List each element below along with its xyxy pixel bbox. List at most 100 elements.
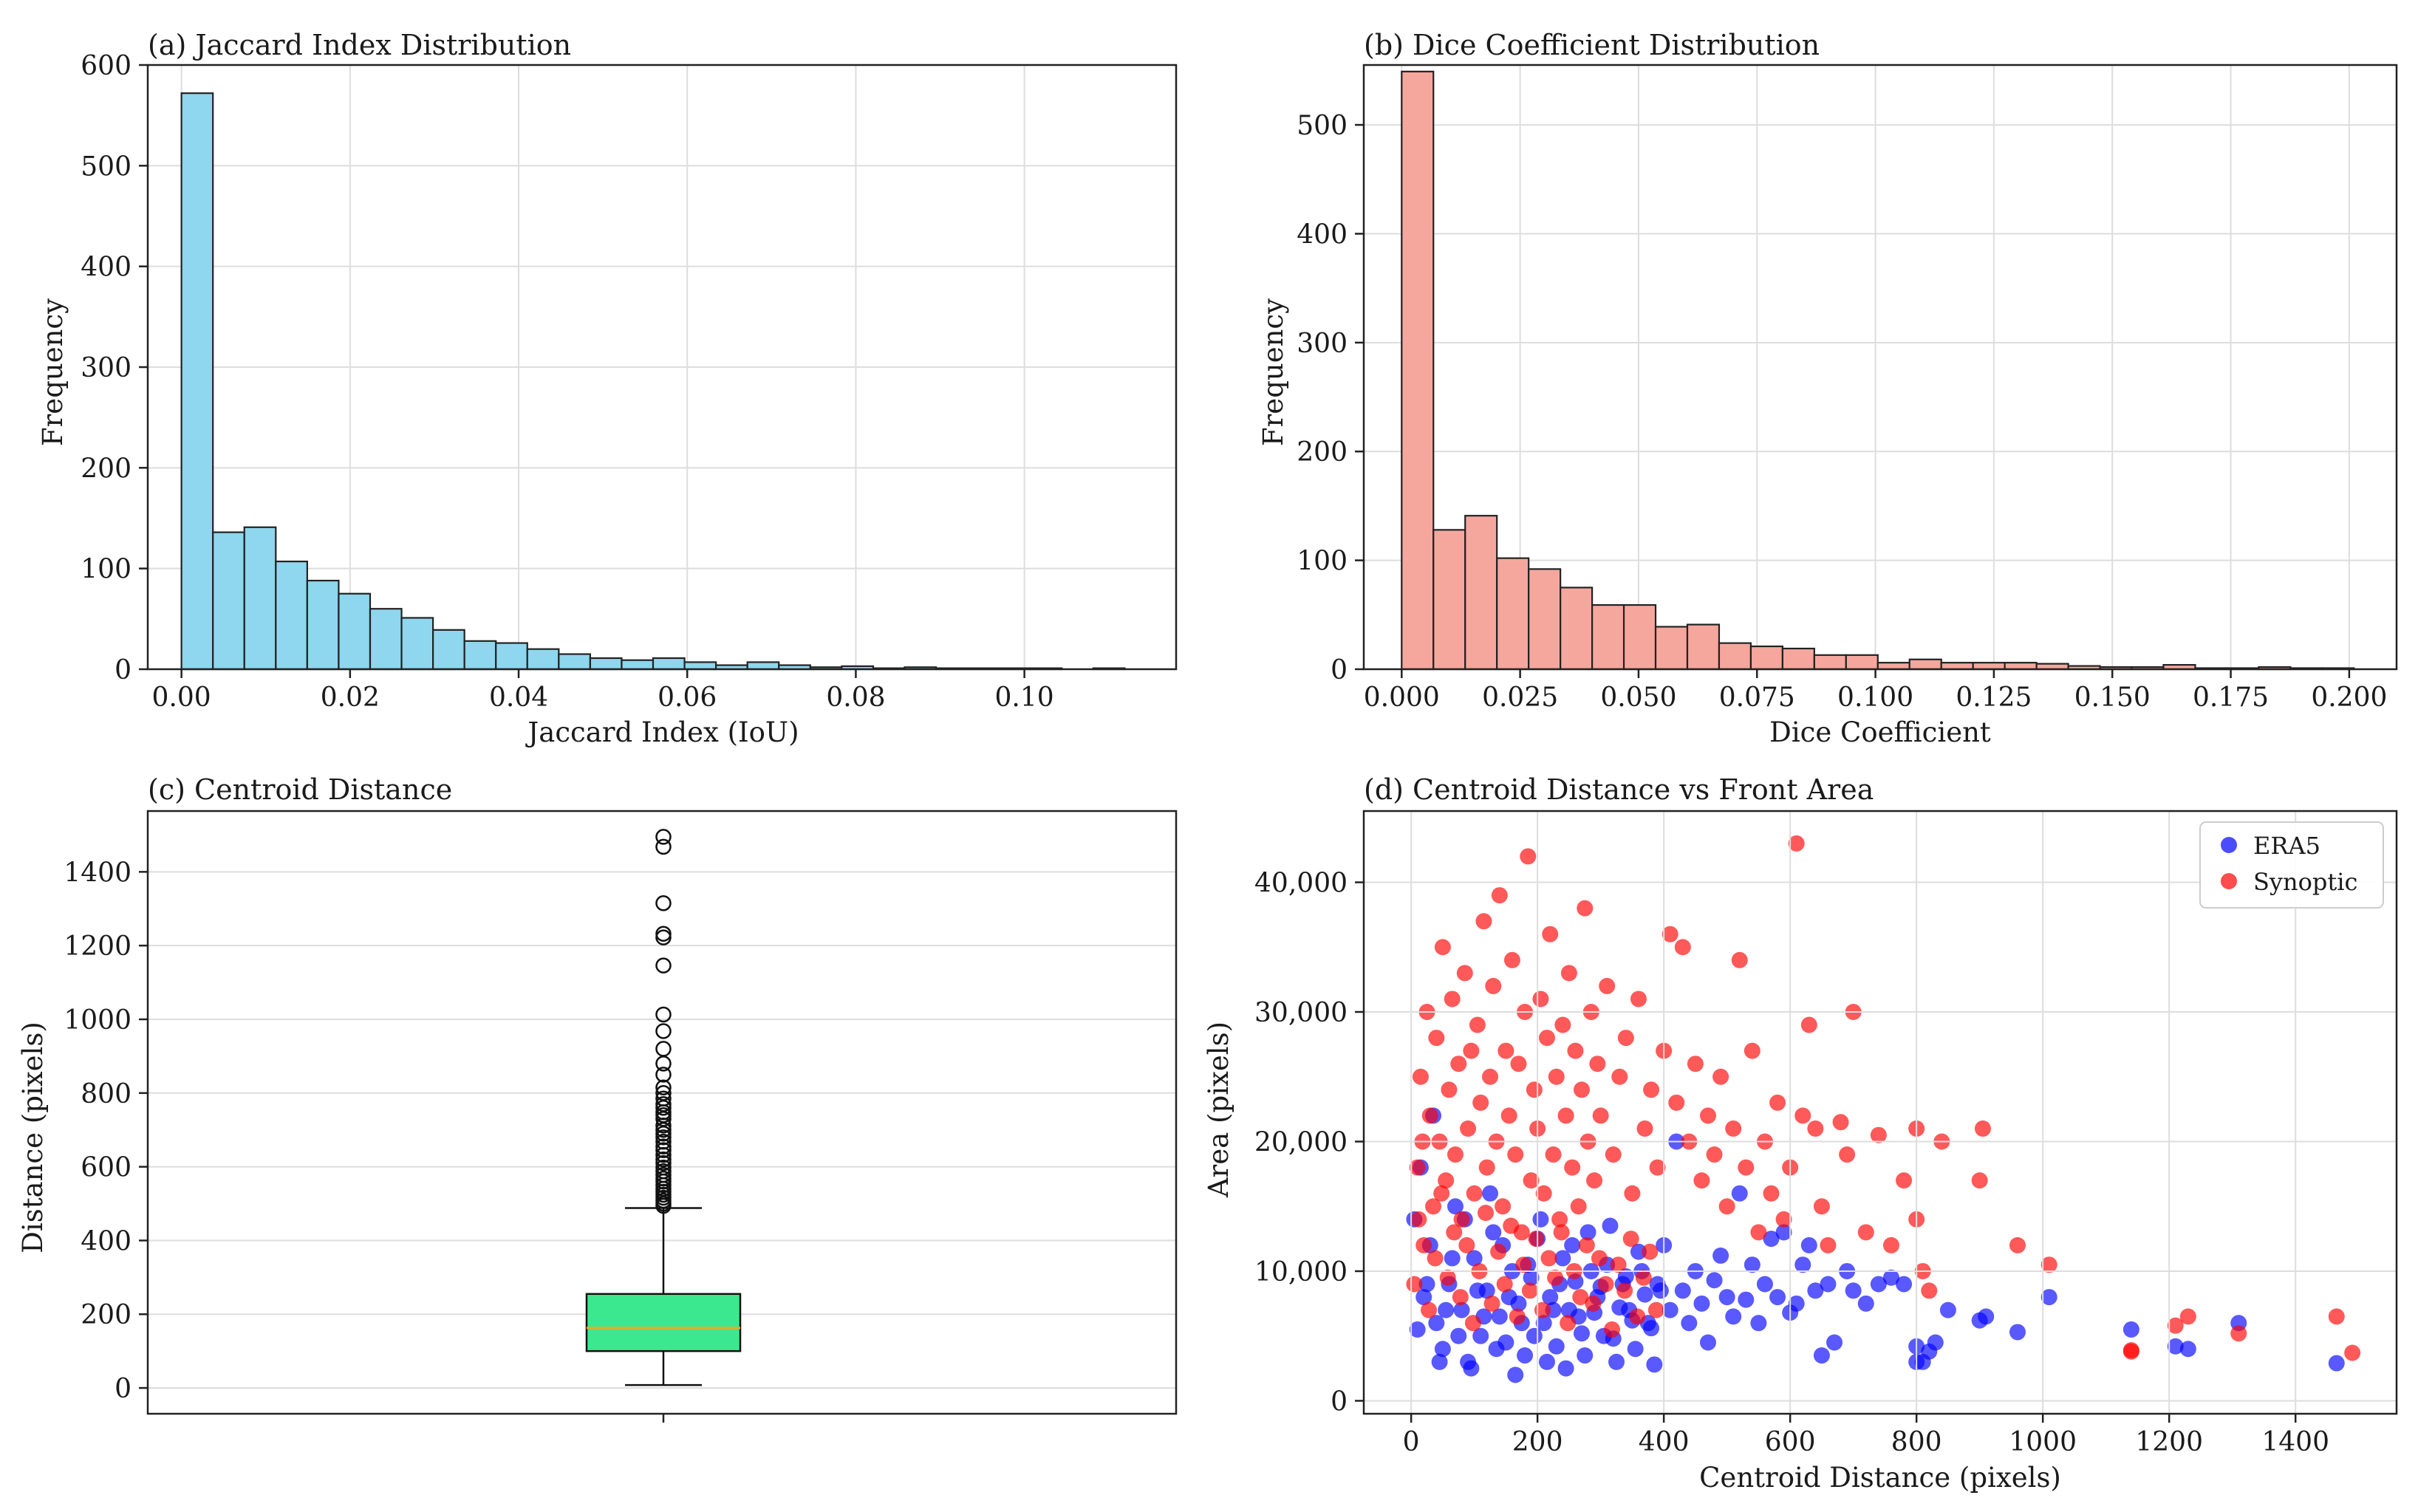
histogram-bar [1528, 568, 1562, 671]
scatter-point-era5 [1602, 1217, 1619, 1234]
scatter-point-era5 [2328, 1355, 2345, 1372]
axes-frame [1362, 64, 2398, 671]
scatter-point-era5 [1725, 1308, 1742, 1325]
x-tick-label: 0 [1403, 1427, 1420, 1457]
scatter-point-era5 [2009, 1324, 2026, 1341]
y-tick-label: 20,000 [1254, 1127, 1348, 1157]
histogram-bar [526, 648, 560, 671]
outlier-point [655, 1100, 672, 1116]
histogram-bar [683, 661, 717, 671]
scatter-point-era5 [1554, 1250, 1571, 1267]
x-axis-label: Dice Coefficient [1769, 716, 1991, 748]
scatter-point-era5 [1608, 1353, 1625, 1370]
scatter-point-synoptic [1433, 1185, 1450, 1202]
scatter-point-synoptic [1456, 965, 1473, 982]
scatter-point-era5 [1756, 1276, 1773, 1293]
scatter-point-era5 [1447, 1198, 1464, 1215]
scatter-point-synoptic [1453, 1211, 1470, 1228]
scatter-point-synoptic [1526, 1081, 1543, 1098]
scatter-point-era5 [1630, 1243, 1647, 1260]
histogram-bar [180, 92, 214, 671]
scatter-point-era5 [1434, 1341, 1451, 1358]
scatter-point-era5 [1472, 1327, 1489, 1344]
scatter-point-synoptic [1788, 835, 1805, 852]
scatter-point-synoptic [1458, 1236, 1475, 1253]
scatter-point-era5 [1538, 1353, 1555, 1370]
scatter-point-synoptic [1469, 1016, 1486, 1033]
outlier-point [655, 895, 672, 911]
scatter-point-synoptic [2009, 1236, 2026, 1253]
scatter-point-synoptic [1882, 1236, 1899, 1253]
y-tick-label: 400 [1297, 219, 1348, 250]
x-tick-label: 0.125 [1956, 683, 2032, 713]
y-tick-label: 400 [81, 1226, 132, 1256]
panel-title: (c) Centroid Distance [148, 773, 452, 806]
scatter-point-era5 [1418, 1276, 1435, 1293]
histogram-bar [1686, 623, 1721, 671]
scatter-point-synoptic [1446, 1224, 1463, 1241]
outlier-point [655, 1023, 672, 1039]
scatter-point-synoptic [1718, 1198, 1735, 1215]
scatter-point-synoptic [1439, 1269, 1456, 1286]
x-tick-label: 800 [1891, 1427, 1942, 1457]
scatter-point-synoptic [1452, 1289, 1469, 1306]
scatter-point-era5 [1564, 1236, 1581, 1253]
scatter-point-synoptic [1693, 1172, 1710, 1189]
x-tick-label: 600 [1765, 1427, 1816, 1457]
scatter-point-era5 [1431, 1353, 1448, 1370]
scatter-point-era5 [1870, 1276, 1887, 1293]
scatter-point-synoptic [1611, 1068, 1628, 1085]
scatter-point-synoptic [1482, 1068, 1499, 1085]
x-tick-label: 0.050 [1600, 683, 1676, 713]
y-axis-label: Distance (pixels) [17, 1022, 49, 1253]
scatter-point-era5 [1712, 1247, 1729, 1264]
scatter-point-synoptic [1921, 1282, 1938, 1299]
scatter-point-synoptic [1441, 1081, 1458, 1098]
scatter-point-synoptic [1599, 977, 1616, 994]
histogram-bar [212, 531, 245, 671]
scatter-point-synoptic [1497, 1042, 1514, 1059]
histogram-bar [1749, 645, 1783, 671]
histogram-bar [589, 657, 623, 671]
scatter-point-synoptic [1564, 1159, 1581, 1176]
scatter-point-synoptic [1460, 1120, 1477, 1137]
scatter-point-era5 [2179, 1341, 2196, 1358]
scatter-point-synoptic [1763, 1185, 1780, 1202]
scatter-point-era5 [1744, 1256, 1760, 1273]
scatter-point-synoptic [1617, 1030, 1634, 1047]
scatter-point-synoptic [1510, 1056, 1527, 1073]
histogram-bar [746, 661, 780, 671]
scatter-point-era5 [1532, 1211, 1549, 1228]
scatter-point-synoptic [1463, 1042, 1480, 1059]
scatter-point-synoptic [1415, 1236, 1432, 1253]
scatter-point-synoptic [1604, 1321, 1621, 1338]
legend-label-era5: ERA5 [2253, 832, 2320, 860]
scatter-point-synoptic [1548, 1068, 1565, 1085]
histogram-bar [652, 657, 686, 671]
scatter-point-synoptic [1545, 1146, 1562, 1163]
outlier-point [655, 1079, 672, 1096]
legend-label-synoptic: Synoptic [2253, 868, 2357, 896]
axes-frame [146, 810, 1178, 1415]
scatter-point-synoptic [1700, 1107, 1716, 1124]
scatter-point-era5 [1738, 1291, 1755, 1308]
scatter-point-synoptic [1744, 1042, 1760, 1059]
scatter-point-synoptic [1521, 1282, 1538, 1299]
scatter-point-synoptic [1515, 1256, 1532, 1273]
x-tick-label: 1000 [2009, 1427, 2077, 1457]
scatter-point-synoptic [1503, 1217, 1520, 1234]
outlier-point [655, 1154, 672, 1171]
outlier-point [655, 1146, 672, 1163]
x-tick-label: 0.175 [2193, 683, 2269, 713]
scatter-point-synoptic [1674, 939, 1691, 956]
scatter-point-synoptic [1635, 1269, 1652, 1286]
scatter-point-synoptic [1577, 900, 1594, 917]
scatter-point-synoptic [1636, 1120, 1653, 1137]
histogram-bar [432, 629, 465, 671]
histogram-bar [1432, 529, 1466, 671]
panel-title: (d) Centroid Distance vs Front Area [1364, 773, 1874, 806]
scatter-point-synoptic [1534, 1301, 1551, 1318]
scatter-point-era5 [1488, 1341, 1505, 1358]
scatter-point-synoptic [1857, 1224, 1874, 1241]
